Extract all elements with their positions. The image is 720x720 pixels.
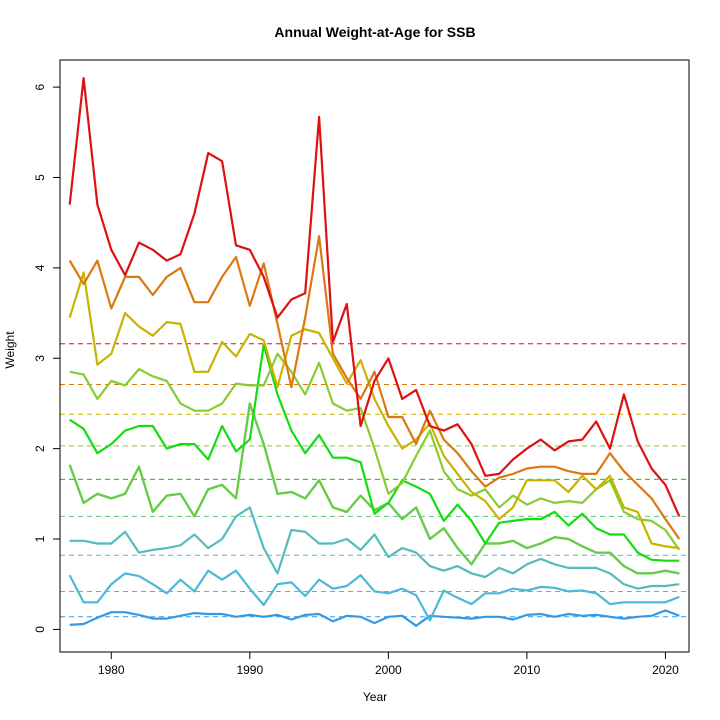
y-tick-label: 0	[33, 626, 47, 633]
x-tick-label: 2000	[375, 663, 402, 677]
y-tick-label: 3	[33, 355, 47, 362]
plot-frame	[59, 59, 690, 653]
series-line-3	[69, 506, 680, 590]
series-line-7	[69, 352, 681, 551]
series-line-8	[68, 271, 680, 550]
y-tick-label: 6	[33, 83, 47, 90]
x-axis-label: Year	[363, 690, 387, 704]
series-line-9	[68, 235, 681, 540]
mean-lines	[60, 343, 689, 618]
chart-title: Annual Weight-at-Age for SSB	[274, 24, 475, 40]
series-line-1	[69, 609, 680, 627]
x-tick-label: 1990	[236, 663, 263, 677]
axes: 1980 1990 2000 2010 2020 0 1 2 3 4 5 6	[33, 59, 690, 677]
x-tick-label: 2010	[514, 663, 541, 677]
y-tick-label: 1	[33, 535, 47, 542]
y-tick-label: 4	[33, 264, 47, 271]
x-tick-label: 2020	[652, 663, 679, 677]
y-axis-label: Weight	[3, 331, 17, 369]
x-tick-label: 1980	[98, 663, 125, 677]
series-line-10	[68, 76, 681, 517]
y-tick-label: 5	[33, 174, 47, 181]
series-lines	[68, 76, 681, 627]
y-tick-label: 2	[33, 445, 47, 452]
series-line-6	[69, 343, 680, 562]
series-line-2	[68, 569, 680, 622]
